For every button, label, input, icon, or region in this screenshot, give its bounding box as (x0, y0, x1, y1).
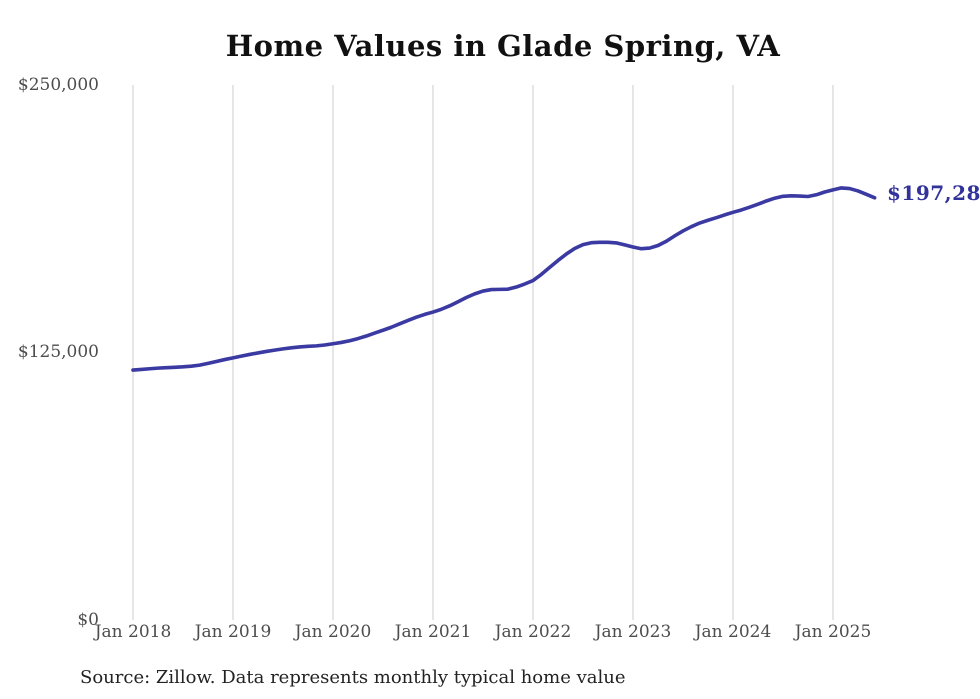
x-tick-label: Jan 2025 (794, 622, 872, 642)
y-tick-label: $250,000 (17, 74, 99, 95)
y-tick-label: $0 (77, 609, 99, 630)
y-tick-label: $125,000 (17, 342, 99, 362)
x-tick-label: Jan 2022 (494, 622, 572, 642)
x-tick-label: Jan 2019 (194, 622, 272, 642)
end-value-label: $197,286 (887, 181, 980, 205)
x-tick-label: Jan 2024 (694, 622, 772, 642)
year-gridlines (132, 85, 834, 620)
source-note: Source: Zillow. Data represents monthly … (80, 667, 626, 688)
chart-title: Home Values in Glade Spring, VA (225, 29, 781, 63)
x-tick-label: Jan 2020 (294, 622, 372, 642)
x-tick-label: Jan 2023 (594, 622, 672, 642)
home-value-line (131, 186, 877, 372)
x-tick-label: Jan 2018 (94, 622, 172, 642)
x-tick-label: Jan 2021 (394, 622, 472, 642)
